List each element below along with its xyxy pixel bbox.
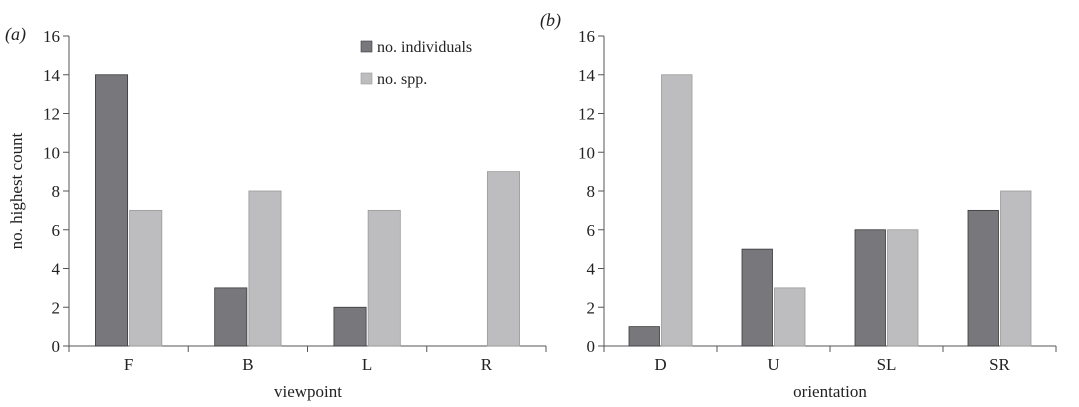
bar-individuals-b-sr — [967, 209, 999, 347]
y-tick-label-a: 8 — [52, 182, 61, 201]
legend-label-individuals: no. individuals — [377, 39, 472, 56]
y-tick-label-a: 6 — [52, 221, 61, 240]
legend-swatch-individuals — [360, 40, 373, 53]
x-tick-label-a: L — [362, 355, 372, 374]
bar-species-a-l — [367, 209, 401, 347]
x-tick-label-b: U — [767, 355, 779, 374]
y-tick-label-b: 14 — [578, 66, 596, 85]
y-tick-label-a: 2 — [52, 298, 61, 317]
legend-swatch-species — [360, 72, 373, 85]
x-tick-label-a: F — [124, 355, 133, 374]
bar-species-b-sl — [887, 229, 919, 347]
legend-label-species: no. spp. — [377, 71, 427, 88]
bar-individuals-b-sl — [854, 229, 886, 347]
x-axis-label-b: orientation — [793, 382, 867, 401]
y-tick-label-a: 10 — [43, 143, 60, 162]
y-tick-label-b: 2 — [587, 298, 596, 317]
y-tick-label-a: 4 — [52, 260, 61, 279]
bar-individuals-a-l — [333, 306, 367, 347]
bar-individuals-b-u — [741, 248, 773, 347]
y-tick-label-b: 6 — [587, 221, 596, 240]
bar-species-a-b — [248, 190, 282, 347]
y-axis-label-a: no. highest count — [7, 132, 26, 249]
y-tick-label-b: 16 — [578, 27, 595, 46]
bar-individuals-a-f — [95, 74, 129, 347]
bar-species-a-f — [129, 209, 163, 347]
bar-species-b-d — [661, 74, 693, 347]
panel-label-a: (a) — [5, 24, 26, 45]
y-tick-label-a: 0 — [52, 337, 61, 356]
y-tick-label-a: 14 — [43, 66, 61, 85]
y-tick-label-b: 4 — [587, 260, 596, 279]
bar-individuals-a-b — [214, 287, 248, 347]
panel-label-b: (b) — [540, 10, 561, 31]
y-tick-label-a: 16 — [43, 27, 60, 46]
x-axis-label-a: viewpoint — [274, 382, 342, 401]
bar-species-b-u — [774, 287, 806, 347]
y-tick-label-b: 10 — [578, 143, 595, 162]
y-tick-label-a: 12 — [43, 105, 60, 124]
x-tick-label-b: SR — [989, 355, 1010, 374]
y-tick-label-b: 12 — [578, 105, 595, 124]
x-tick-label-b: SL — [877, 355, 897, 374]
x-tick-label-a: R — [481, 355, 493, 374]
x-tick-label-a: B — [242, 355, 253, 374]
y-tick-label-b: 8 — [587, 182, 596, 201]
legend: no. individuals no. spp. — [360, 39, 472, 88]
bar-individuals-b-d — [628, 326, 660, 347]
bar-species-b-sr — [1000, 190, 1032, 347]
x-tick-label-b: D — [654, 355, 666, 374]
y-tick-label-b: 0 — [587, 337, 596, 356]
bar-species-a-r — [486, 171, 520, 347]
